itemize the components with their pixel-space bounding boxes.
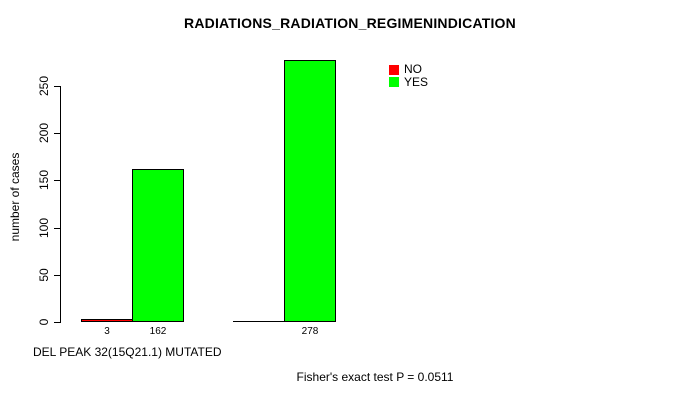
bar-value-label: 162 xyxy=(149,326,167,337)
y-tick-label: 0 xyxy=(37,318,51,326)
x-axis-title: DEL PEAK 32(15Q21.1) MUTATED xyxy=(33,345,222,359)
legend-swatch-yes xyxy=(389,77,399,87)
bar-value-label: 3 xyxy=(104,326,110,337)
legend-label-yes: YES xyxy=(404,74,429,89)
y-tick xyxy=(54,86,61,87)
y-axis-line xyxy=(60,86,61,323)
y-tick-label: 150 xyxy=(37,169,51,191)
legend-label-no: NO xyxy=(404,62,422,76)
y-tick xyxy=(54,228,61,229)
chart-title: RADIATIONS_RADIATION_REGIMENINDICATION xyxy=(184,15,516,31)
y-tick-label: 250 xyxy=(37,75,51,97)
y-axis-title: number of cases xyxy=(8,152,22,242)
fisher-test-footnote: Fisher's exact test P = 0.0511 xyxy=(296,370,454,384)
bar-no-group1 xyxy=(81,319,133,322)
y-tick-label: 200 xyxy=(37,122,51,144)
legend-item-yes: YES xyxy=(389,74,429,89)
y-tick-label: 100 xyxy=(37,217,51,239)
legend-item-no: NO xyxy=(389,62,422,76)
bar-yes-group2 xyxy=(284,60,336,322)
bar-value-label: 278 xyxy=(301,326,319,337)
bar-no-group2-zero-baseline xyxy=(233,321,285,322)
y-tick-label: 50 xyxy=(37,268,51,282)
bar-yes-group1 xyxy=(132,169,184,322)
legend-swatch-no xyxy=(389,64,399,75)
y-tick xyxy=(54,275,61,276)
y-tick xyxy=(54,180,61,181)
y-tick xyxy=(54,322,61,323)
y-tick xyxy=(54,133,61,134)
